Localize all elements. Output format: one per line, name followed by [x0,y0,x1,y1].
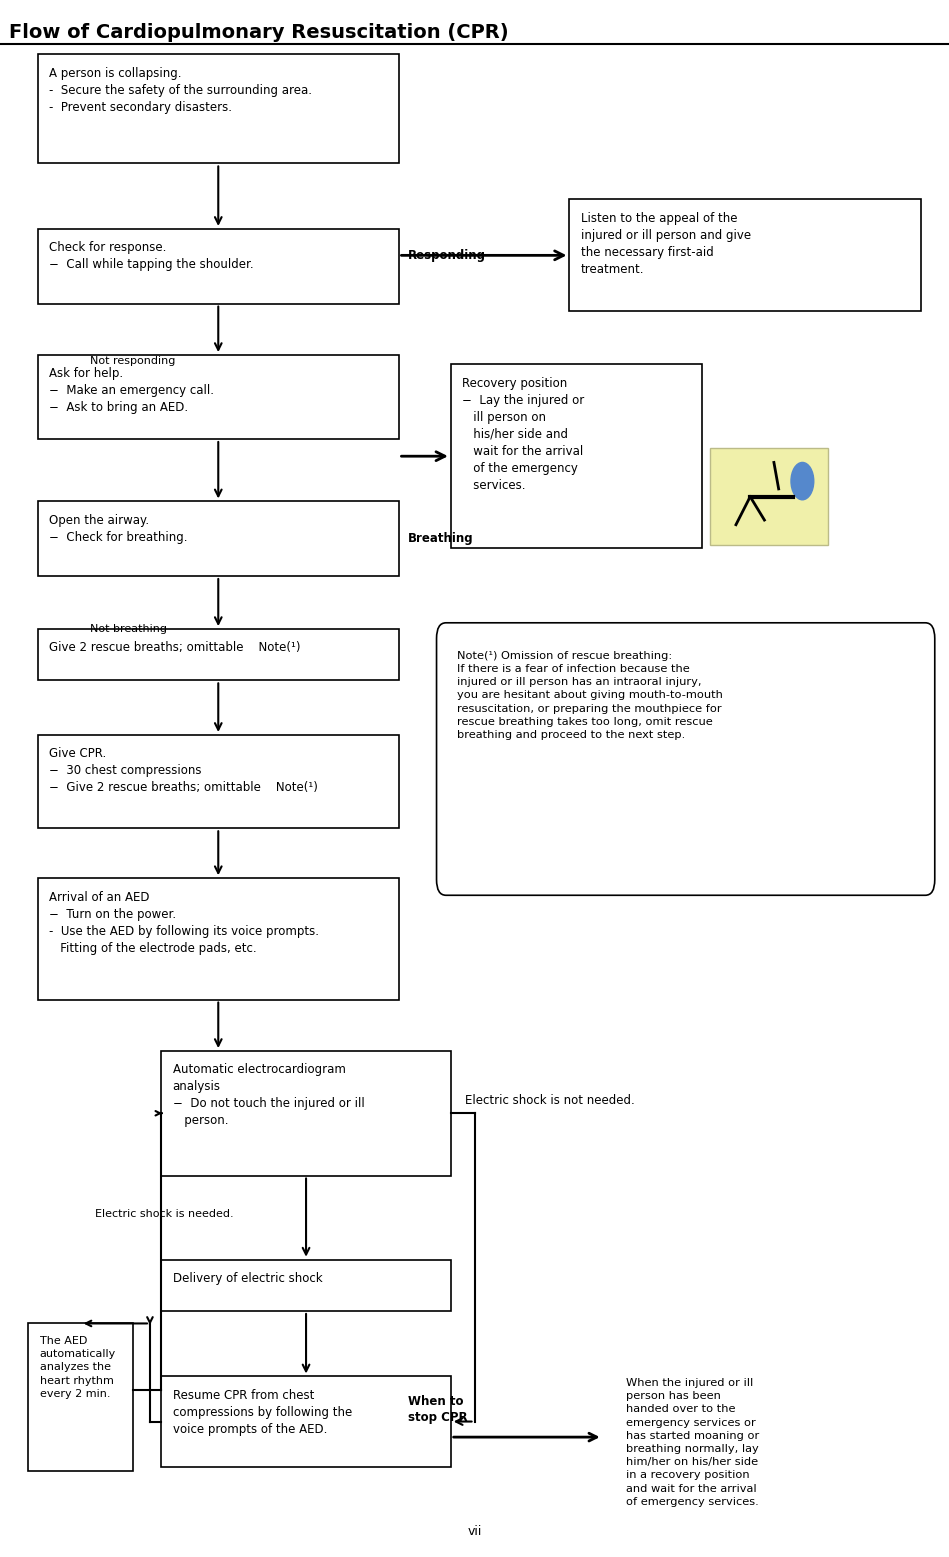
Bar [161,1260,451,1311]
Text: Give 2 rescue breaths; omittable    Note(¹): Give 2 rescue breaths; omittable Note(¹) [49,641,301,654]
Text: Delivery of electric shock: Delivery of electric shock [173,1272,323,1285]
Bar [451,364,702,548]
Bar [38,54,399,163]
Text: Listen to the appeal of the
injured or ill person and give
the necessary first-a: Listen to the appeal of the injured or i… [581,212,751,276]
Bar [28,1323,133,1471]
Bar [710,448,828,545]
Text: Electric shock is not needed.: Electric shock is not needed. [465,1095,635,1107]
Text: When to
stop CPR: When to stop CPR [408,1395,468,1423]
Text: Responding: Responding [408,249,486,262]
Text: Electric shock is needed.: Electric shock is needed. [95,1210,233,1219]
Text: Automatic electrocardiogram
analysis
−  Do not touch the injured or ill
   perso: Automatic electrocardiogram analysis − D… [173,1063,364,1127]
Circle shape [791,462,813,500]
Text: Recovery position
−  Lay the injured or
   ill person on
   his/her side and
   : Recovery position − Lay the injured or i… [462,377,585,492]
Text: The AED
automatically
analyzes the
heart rhythm
every 2 min.: The AED automatically analyzes the heart… [40,1336,116,1398]
Bar [38,501,399,576]
Text: A person is collapsing.
-  Secure the safety of the surrounding area.
-  Prevent: A person is collapsing. - Secure the saf… [49,67,312,114]
Text: Note(¹) Omission of rescue breathing:
If there is a fear of infection because th: Note(¹) Omission of rescue breathing: If… [457,651,723,740]
Text: When the injured or ill
person has been
handed over to the
emergency services or: When the injured or ill person has been … [626,1378,759,1507]
Text: Flow of Cardiopulmonary Resuscitation (CPR): Flow of Cardiopulmonary Resuscitation (C… [9,23,509,42]
Text: Check for response.
−  Call while tapping the shoulder.: Check for response. − Call while tapping… [49,241,254,271]
Text: Breathing: Breathing [408,532,474,545]
Bar [38,735,399,828]
FancyBboxPatch shape [437,623,935,895]
Text: vii: vii [467,1526,482,1538]
Bar [38,878,399,1000]
Text: Ask for help.
−  Make an emergency call.
−  Ask to bring an AED.: Ask for help. − Make an emergency call. … [49,367,214,414]
Bar [38,629,399,680]
Text: Give CPR.
−  30 chest compressions
−  Give 2 rescue breaths; omittable    Note(¹: Give CPR. − 30 chest compressions − Give… [49,747,318,794]
Bar [569,199,921,311]
Text: Not responding: Not responding [90,357,176,366]
Bar [38,229,399,304]
Text: Open the airway.
−  Check for breathing.: Open the airway. − Check for breathing. [49,514,188,543]
Bar [161,1376,451,1467]
Text: Arrival of an AED
−  Turn on the power.
-  Use the AED by following its voice pr: Arrival of an AED − Turn on the power. -… [49,891,320,954]
Text: Not breathing: Not breathing [90,624,167,634]
Bar [161,1051,451,1176]
Bar [38,355,399,439]
Text: Resume CPR from chest
compressions by following the
voice prompts of the AED.: Resume CPR from chest compressions by fo… [173,1389,352,1436]
